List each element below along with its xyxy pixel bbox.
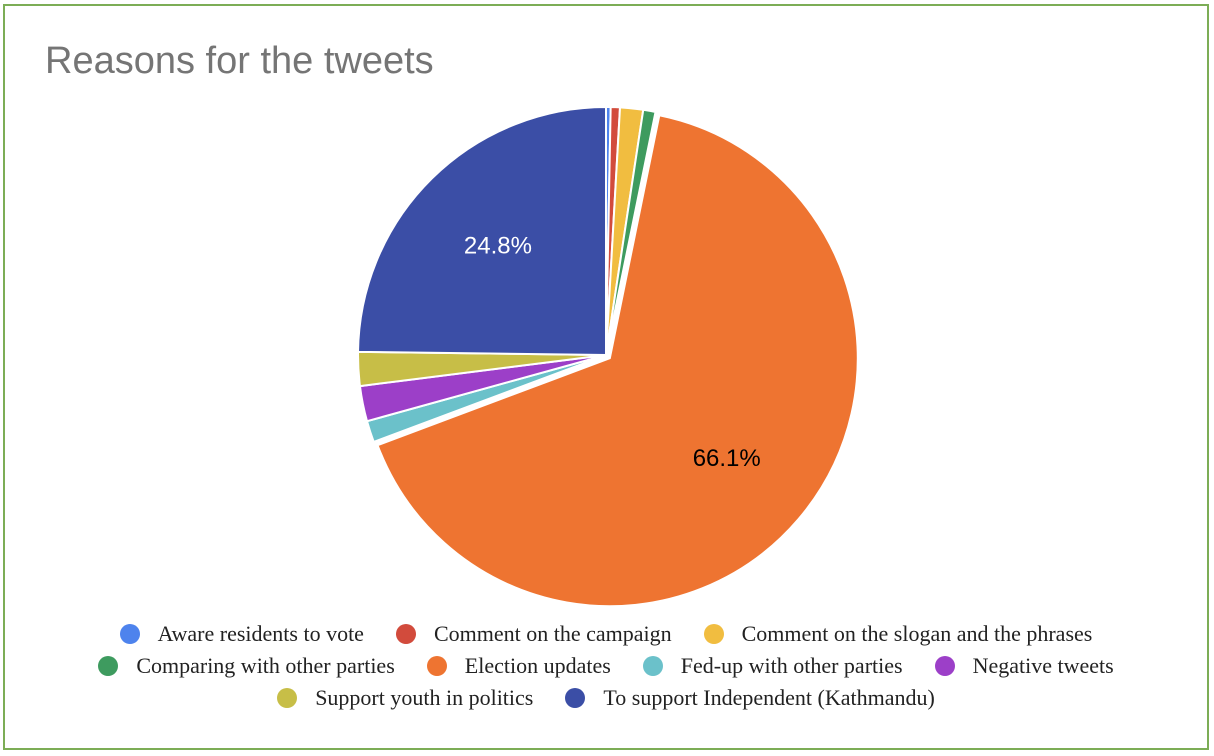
pie-chart: 66.1% 24.8% xyxy=(357,105,859,608)
legend-item-support-youth-in-politics[interactable]: Support youth in politics xyxy=(277,685,533,711)
legend-swatch-icon xyxy=(934,656,955,676)
legend-label: Support youth in politics xyxy=(315,685,534,710)
legend-label: Comment on the campaign xyxy=(433,621,672,646)
legend-label: Negative tweets xyxy=(972,653,1114,678)
legend-item-comment-on-the-campaign[interactable]: Comment on the campaign xyxy=(395,621,672,647)
legend-row: Support youth in politics To support Inde… xyxy=(5,682,1207,714)
legend-item-negative-tweets[interactable]: Negative tweets xyxy=(934,653,1114,679)
legend-label: Election updates xyxy=(464,653,611,678)
data-label-election-updates: 66.1% xyxy=(693,445,761,472)
pie-slice-comparing-with-other-parties[interactable] xyxy=(605,108,657,356)
legend-label: Aware residents to vote xyxy=(157,621,364,646)
legend-row: Aware residents to vote Comment on the ca… xyxy=(5,618,1207,650)
legend: Aware residents to vote Comment on the ca… xyxy=(5,618,1207,714)
legend-swatch-icon xyxy=(642,656,663,676)
legend-swatch-icon xyxy=(395,624,416,644)
legend-item-comparing-with-other-parties[interactable]: Comparing with other parties xyxy=(98,653,395,679)
data-label-to-support-independent-kathmandu: 24.8% xyxy=(464,233,532,260)
legend-item-aware-residents-to-vote[interactable]: Aware residents to vote xyxy=(119,621,364,647)
legend-row: Comparing with other parties Election upd… xyxy=(5,650,1207,682)
legend-swatch-icon xyxy=(565,688,586,708)
legend-item-comment-on-the-slogan-and-the-phrases[interactable]: Comment on the slogan and the phrases xyxy=(703,621,1093,647)
legend-label: Comment on the slogan and the phrases xyxy=(741,621,1093,646)
legend-label: Comparing with other parties xyxy=(136,653,395,678)
legend-item-election-updates[interactable]: Election updates xyxy=(426,653,611,679)
legend-item-to-support-independent-kathmandu[interactable]: To support Independent (Kathmandu) xyxy=(565,685,935,711)
chart-title: Reasons for the tweets xyxy=(45,40,434,82)
legend-swatch-icon xyxy=(119,624,140,644)
legend-swatch-icon xyxy=(703,624,724,644)
legend-swatch-icon xyxy=(277,688,298,708)
legend-label: To support Independent (Kathmandu) xyxy=(603,685,935,710)
legend-swatch-icon xyxy=(98,656,119,676)
legend-label: Fed-up with other parties xyxy=(680,653,903,678)
chart-frame: Reasons for the tweets 66.1% 24.8% Aware … xyxy=(3,4,1209,750)
pie-slice-election-updates[interactable] xyxy=(376,114,859,608)
legend-swatch-icon xyxy=(426,656,447,676)
pie-slice-to-support-independent-kathmandu[interactable] xyxy=(357,106,607,356)
legend-item-fed-up-with-other-parties[interactable]: Fed-up with other parties xyxy=(642,653,903,679)
